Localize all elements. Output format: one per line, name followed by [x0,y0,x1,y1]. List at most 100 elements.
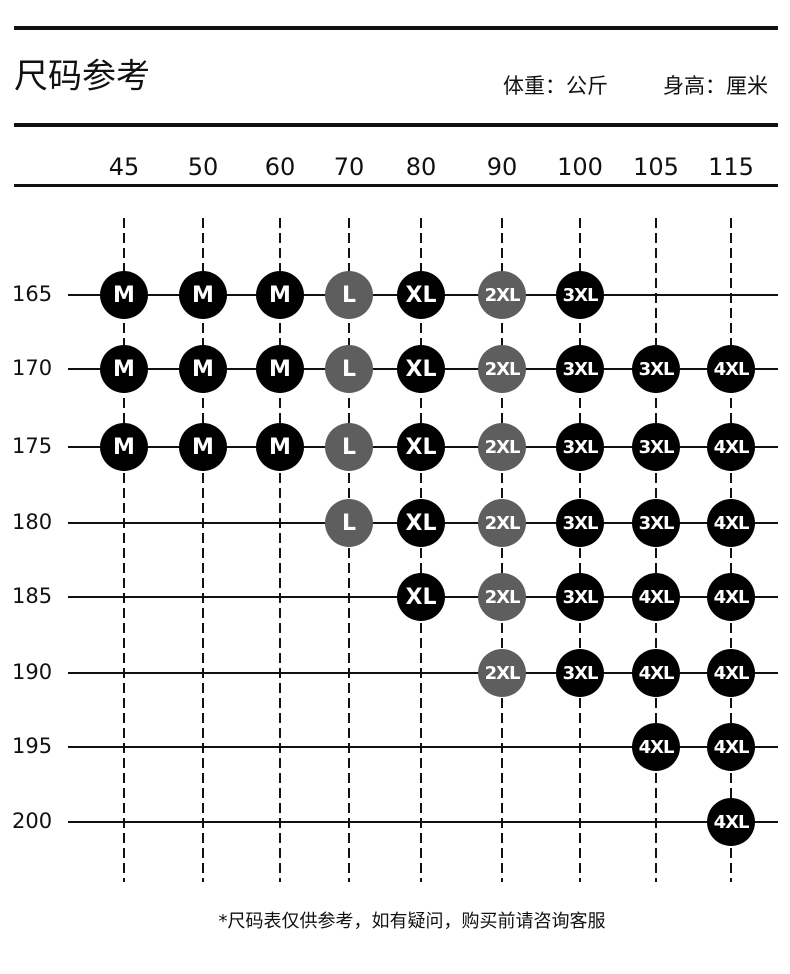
size-label: M [192,357,214,382]
size-badge [325,423,373,471]
size-label: 2XL [485,437,520,458]
size-badge [256,345,304,393]
height-label: 180 [12,510,52,534]
weight-label: 80 [406,153,437,181]
weight-label: 90 [487,153,518,181]
size-badge [707,423,755,471]
size-label: 3XL [639,359,674,380]
size-badge [478,271,526,319]
footnote: *尺码表仅供参考，如有疑问，购买前请咨询客服 [219,911,606,932]
size-badge [100,271,148,319]
size-badge [632,649,680,697]
size-label: 2XL [485,359,520,380]
size-badge [556,649,604,697]
top-rule [14,26,778,30]
size-label: 2XL [485,285,520,306]
height-label: 185 [12,584,52,608]
size-label: 3XL [563,285,598,306]
size-badge [478,499,526,547]
weight-rule [14,184,778,187]
size-badge [100,423,148,471]
height-label: 195 [12,734,52,758]
size-label: M [113,283,135,308]
size-badge [478,573,526,621]
size-label: 2XL [485,587,520,608]
size-label: 4XL [714,663,749,684]
size-label: M [192,435,214,460]
size-label: 4XL [639,587,674,608]
size-badge [397,423,445,471]
size-label: M [269,357,291,382]
size-label: M [113,357,135,382]
size-label: M [192,283,214,308]
size-label: 4XL [714,812,749,833]
weight-label: 60 [265,153,296,181]
size-badge [707,573,755,621]
size-label: XL [406,435,437,460]
size-badge [179,345,227,393]
size-badge [632,723,680,771]
height-label: 190 [12,660,52,684]
size-badge [632,345,680,393]
height-label: 175 [12,434,52,458]
size-badge [556,423,604,471]
size-badge [100,345,148,393]
size-badge [397,345,445,393]
size-label: 4XL [639,737,674,758]
size-label: L [342,357,356,382]
size-label: 3XL [563,663,598,684]
size-badge [256,271,304,319]
weight-label: 105 [633,153,679,181]
size-label: 3XL [563,437,598,458]
size-badge [478,345,526,393]
size-label: XL [406,357,437,382]
size-label: M [269,435,291,460]
size-badge [556,499,604,547]
size-label: 3XL [639,437,674,458]
size-badge [325,271,373,319]
size-badge [556,573,604,621]
size-badge [632,573,680,621]
size-badge [632,423,680,471]
size-label: 3XL [563,513,598,534]
size-badge [478,423,526,471]
size-badge [707,499,755,547]
size-label: M [113,435,135,460]
size-badge [556,271,604,319]
title: 尺码参考 [14,57,150,97]
weight-label: 45 [109,153,140,181]
size-label: 4XL [714,513,749,534]
header-rule [14,123,778,127]
size-label: XL [406,585,437,610]
size-badge [179,271,227,319]
size-label: L [342,283,356,308]
size-label: L [342,435,356,460]
size-label: 3XL [639,513,674,534]
size-badge [478,649,526,697]
size-label: 2XL [485,513,520,534]
weight-label: 100 [557,153,603,181]
size-badge [707,345,755,393]
size-label: 3XL [563,587,598,608]
size-badge [397,271,445,319]
weight-unit: 体重：公斤 [503,74,608,98]
height-label: 165 [12,282,52,306]
size-label: 4XL [714,587,749,608]
size-label: XL [406,511,437,536]
size-badge [707,798,755,846]
size-label: 4XL [714,359,749,380]
size-badge [397,573,445,621]
size-badge [632,499,680,547]
height-label: 200 [12,809,52,833]
weight-label: 115 [708,153,754,181]
size-label: 2XL [485,663,520,684]
size-label: 3XL [563,359,598,380]
size-label: XL [406,283,437,308]
weight-label: 50 [188,153,219,181]
size-badge [256,423,304,471]
size-badge [397,499,445,547]
weight-label: 70 [334,153,365,181]
size-label: 4XL [714,737,749,758]
